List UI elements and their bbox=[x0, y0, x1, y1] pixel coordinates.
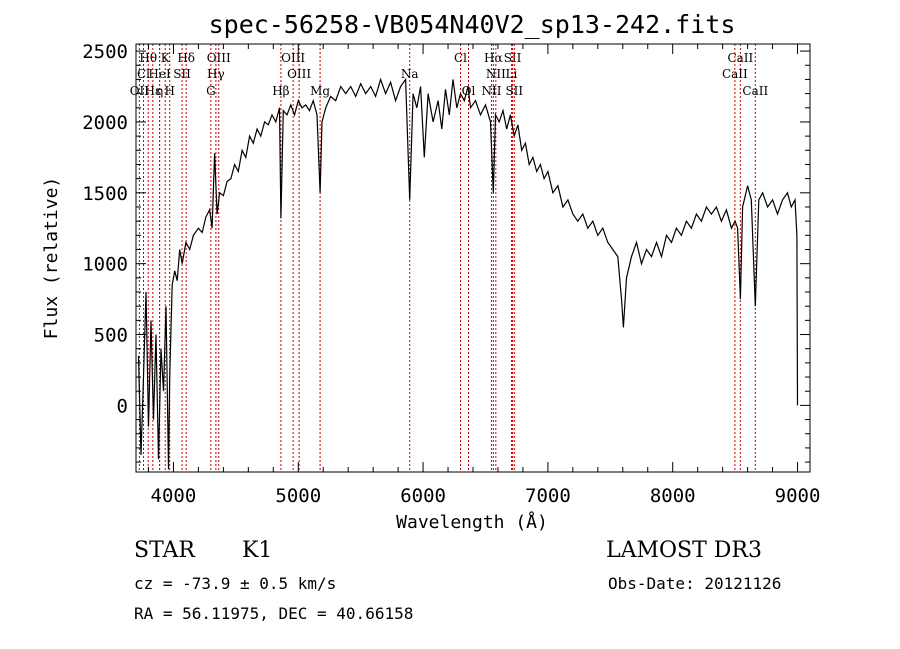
line-marker-label: Cl bbox=[454, 51, 467, 65]
x-tick-label: 6000 bbox=[400, 485, 446, 507]
line-marker-label: Hβ bbox=[272, 84, 289, 98]
line-marker-label: CaII bbox=[742, 84, 768, 98]
y-axis-ticks: 0 500 1000 1500 2000 2500 bbox=[82, 41, 810, 463]
line-marker-label: NII bbox=[486, 67, 506, 81]
line-marker-label: OIII bbox=[281, 51, 305, 65]
line-marker-label: Mg bbox=[310, 84, 330, 98]
spectrum-line bbox=[137, 77, 799, 470]
observation-date: Obs-Date: 20121126 bbox=[608, 574, 782, 593]
survey-name: LAMOST DR3 bbox=[606, 538, 762, 563]
line-marker-label: G bbox=[206, 84, 216, 98]
line-marker-label: Hδ bbox=[177, 51, 195, 65]
line-marker-label: Hε bbox=[145, 84, 162, 98]
line-marker-label: Cl bbox=[137, 67, 150, 81]
line-marker-label: Na bbox=[401, 67, 419, 81]
y-tick-label: 1500 bbox=[82, 183, 128, 205]
y-tick-label: 1000 bbox=[82, 254, 128, 276]
line-marker-label: Hγ bbox=[207, 67, 225, 81]
line-marker-label: Hθ bbox=[139, 51, 157, 65]
line-marker-label: Li bbox=[506, 67, 518, 81]
y-tick-label: 0 bbox=[117, 395, 128, 417]
object-class: STAR bbox=[134, 538, 195, 563]
line-marker-label: OII bbox=[130, 84, 150, 98]
line-marker-label: SII bbox=[504, 51, 522, 65]
chart-title: spec-56258-VB054N40V2_sp13-242.fits bbox=[209, 10, 736, 39]
y-axis-label: Flux (relative) bbox=[41, 177, 62, 340]
line-marker-label: Hα bbox=[484, 51, 503, 65]
y-tick-label: 500 bbox=[94, 325, 128, 347]
y-tick-label: 2000 bbox=[82, 112, 128, 134]
line-marker-label: H bbox=[164, 84, 174, 98]
x-axis-label: Wavelength (Å) bbox=[396, 511, 548, 533]
y-tick-label: 2500 bbox=[82, 41, 128, 63]
line-marker-label: η bbox=[156, 84, 163, 98]
line-marker-label: OIII bbox=[207, 51, 231, 65]
x-tick-label: 7000 bbox=[525, 485, 571, 507]
line-marker-label: OIII bbox=[287, 67, 311, 81]
line-marker-label: SII bbox=[505, 84, 523, 98]
line-marker-label: SII bbox=[173, 67, 191, 81]
x-tick-label: 8000 bbox=[650, 485, 696, 507]
x-axis-ticks: 4000 5000 6000 7000 8000 9000 bbox=[147, 44, 821, 507]
object-subclass: K1 bbox=[242, 538, 273, 563]
x-tick-label: 5000 bbox=[275, 485, 321, 507]
plot-frame bbox=[135, 43, 811, 473]
redshift-cz: cz = -73.9 ± 0.5 km/s bbox=[134, 574, 337, 593]
x-tick-label: 9000 bbox=[775, 485, 821, 507]
ra-dec-coordinates: RA = 56.11975, DEC = 40.66158 bbox=[134, 604, 414, 623]
line-marker-label: CaII bbox=[727, 51, 753, 65]
x-tick-label: 4000 bbox=[151, 485, 197, 507]
line-marker-label: NII bbox=[481, 84, 501, 98]
spectrum-series bbox=[137, 77, 799, 470]
line-marker-label: K bbox=[161, 51, 171, 65]
line-marker-label: CaII bbox=[722, 67, 748, 81]
